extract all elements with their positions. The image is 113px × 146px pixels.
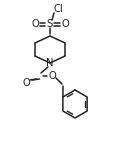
Text: O: O: [61, 19, 68, 29]
Text: O: O: [48, 71, 55, 81]
Text: S: S: [46, 19, 53, 29]
Text: Cl: Cl: [53, 4, 62, 14]
Text: O: O: [22, 78, 30, 88]
Text: O: O: [31, 19, 39, 29]
Text: N: N: [46, 58, 53, 68]
